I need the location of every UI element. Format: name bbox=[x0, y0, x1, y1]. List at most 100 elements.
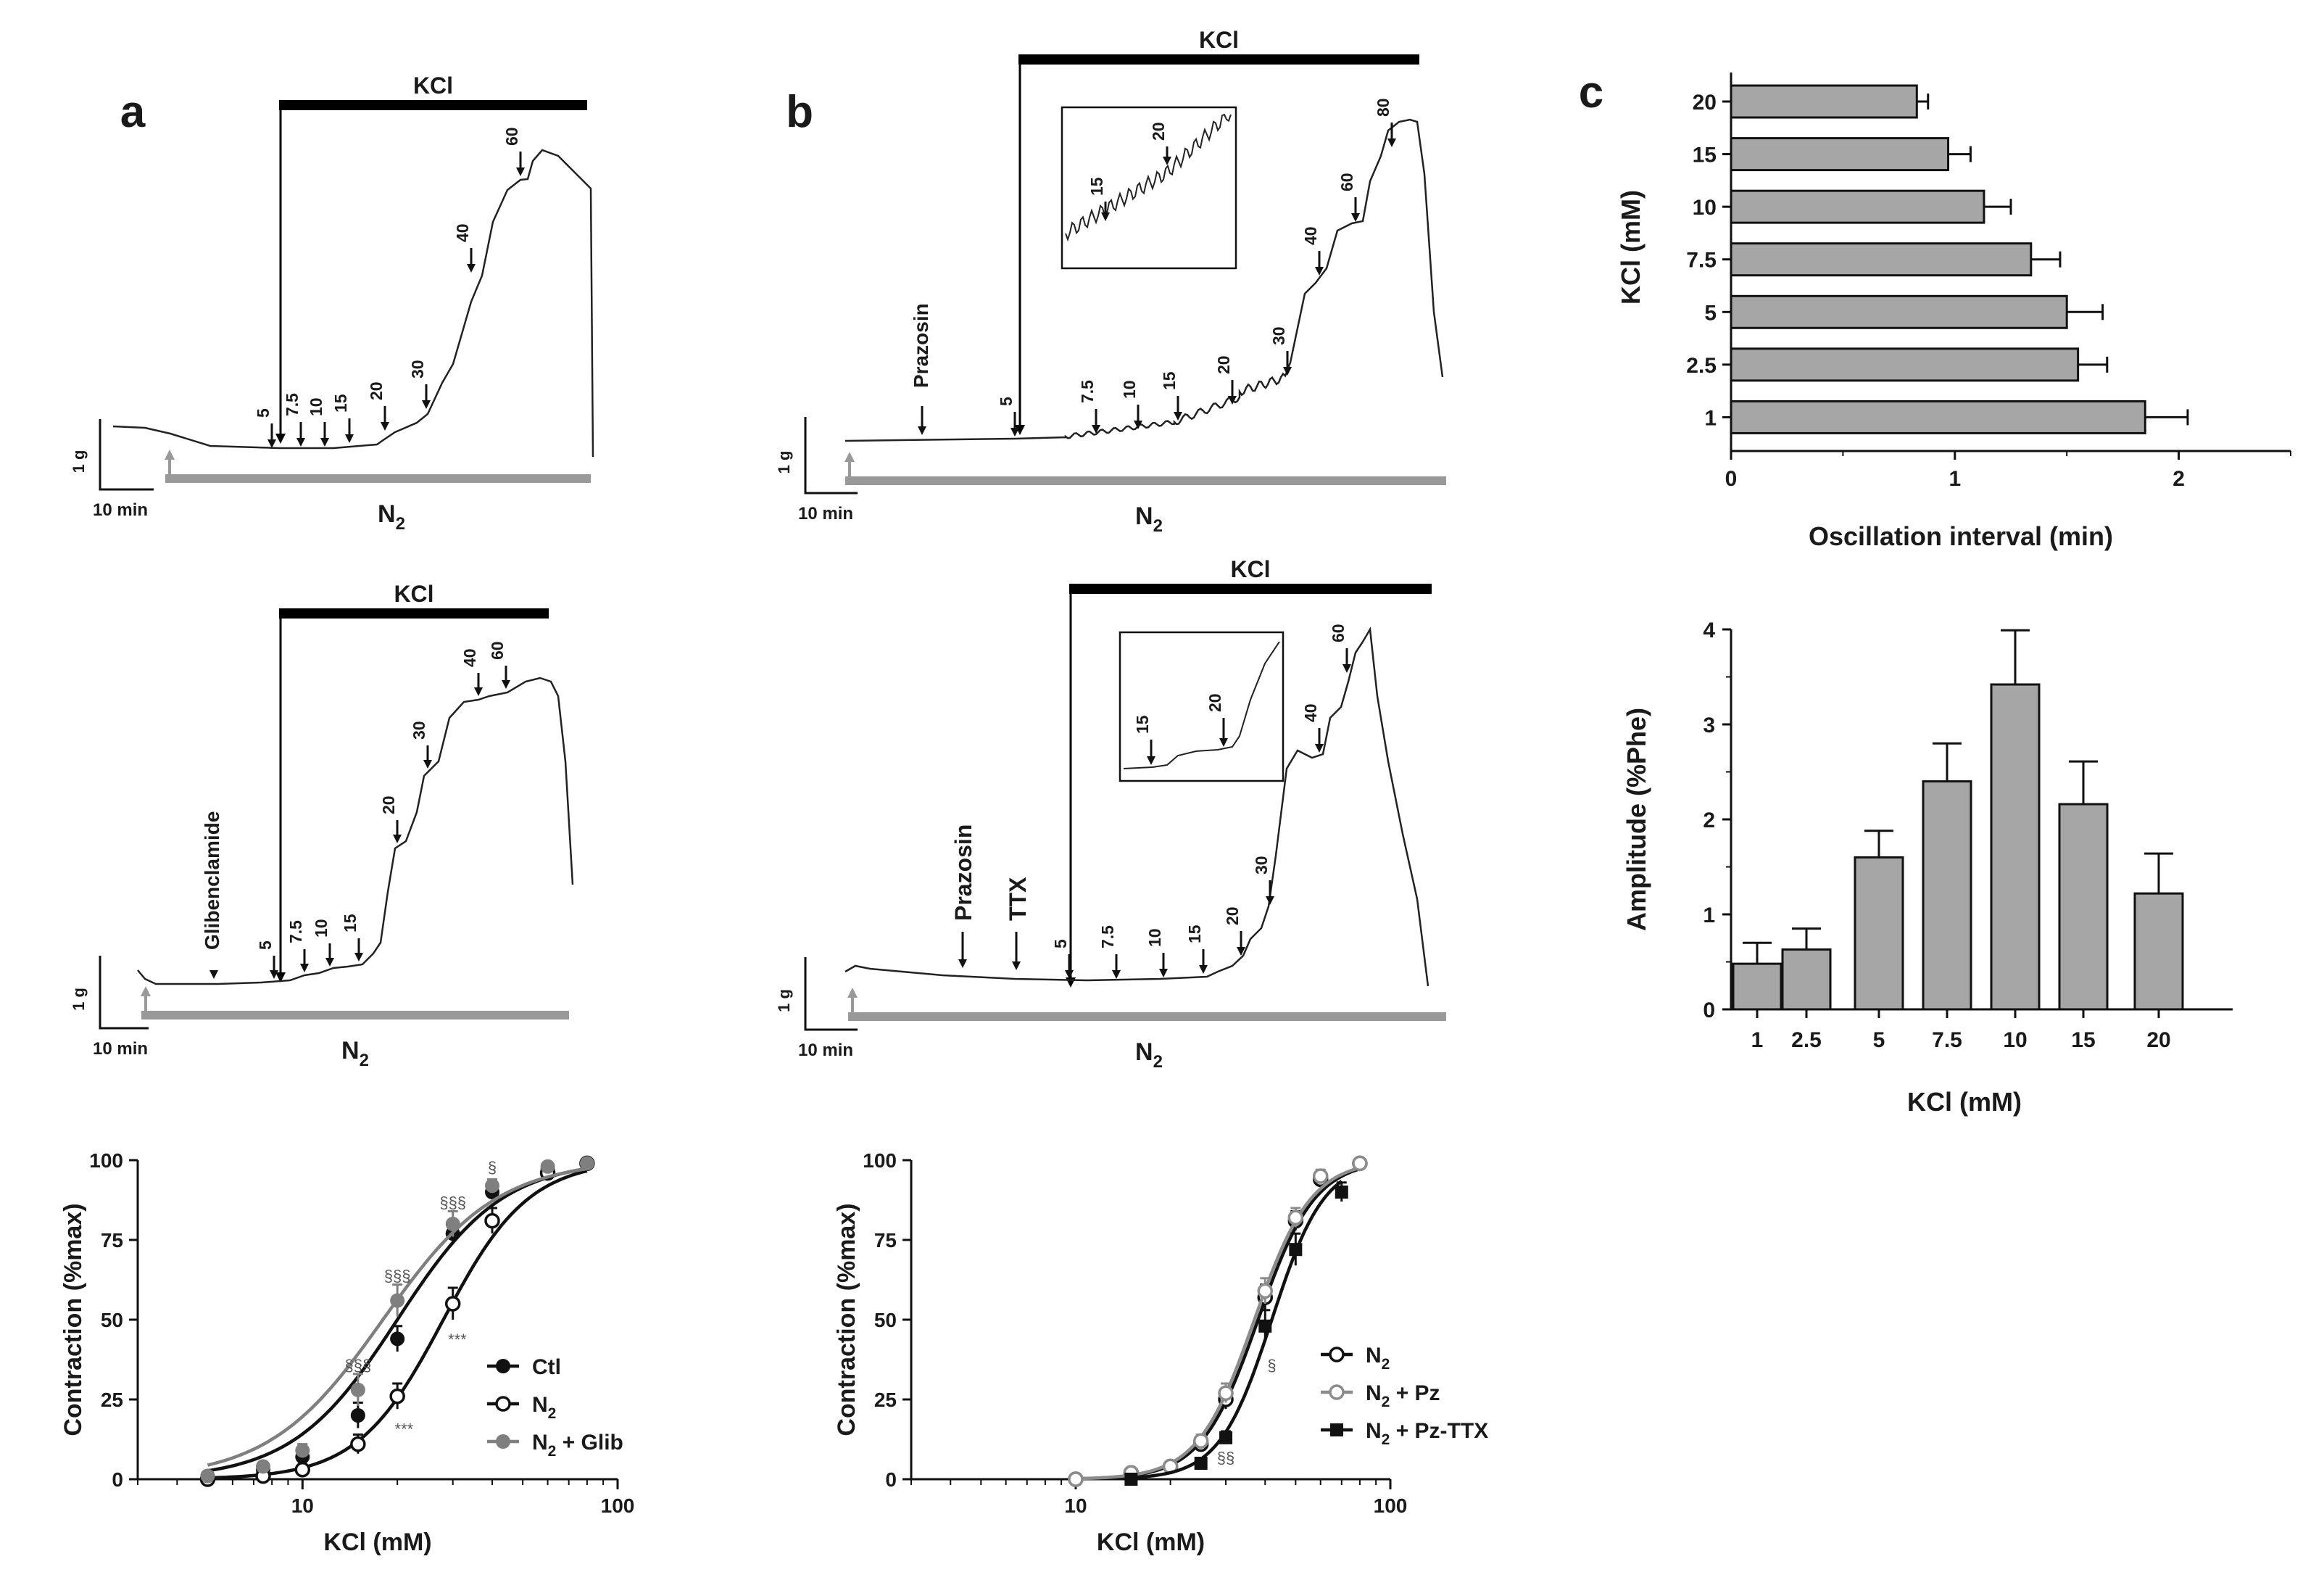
trace-b-top-arrow-3-head bbox=[1174, 412, 1182, 421]
trace-b-mid-arrow-3-head bbox=[1199, 965, 1208, 974]
data-point-N2+Glib bbox=[579, 1156, 594, 1171]
trace-b-top-drug-arrow-head bbox=[918, 426, 926, 435]
trace-a-top-arrow-4-label: 20 bbox=[367, 381, 386, 400]
trace-a-top: KCl 1 g 10 min N2 5 7.5 10 15 20 30 40 60 bbox=[70, 73, 594, 534]
trace-a-mid-arrow-0-head bbox=[270, 970, 278, 979]
bar-10 bbox=[1990, 683, 2041, 1011]
legend-marker-N2+Glib bbox=[496, 1434, 510, 1449]
legend-marker-Ctl bbox=[496, 1359, 510, 1373]
trace-a-top-line bbox=[112, 149, 594, 458]
trace-b-top-arrow-1-label: 7.5 bbox=[1078, 380, 1097, 403]
bar-20 bbox=[1730, 84, 1918, 119]
data-point-N2+Pz bbox=[1218, 1385, 1234, 1401]
y-tick-label: 25 bbox=[874, 1389, 897, 1411]
trace-a-top-arrow-1-head bbox=[296, 438, 305, 447]
data-point-N2 bbox=[389, 1388, 405, 1405]
trace-b-top-arrow-5-label: 30 bbox=[1269, 326, 1288, 345]
data-point-N2+Glib bbox=[390, 1293, 405, 1308]
trace-a-mid-line bbox=[137, 677, 574, 985]
bar-2.5 bbox=[1730, 347, 2080, 382]
data-point-N2+Pz bbox=[1192, 1433, 1209, 1449]
trace-a-mid-arrow-7-head bbox=[502, 680, 510, 689]
trace-b-top-inset-arrow-1-label: 20 bbox=[1149, 122, 1168, 141]
bar-7.5 bbox=[1922, 780, 1972, 1011]
legend-label-N2+Pz-TTX: N2 + Pz-TTX bbox=[1366, 1419, 1488, 1448]
data-point-N2+Pz bbox=[1257, 1283, 1274, 1299]
data-point-N2+Glib bbox=[485, 1178, 500, 1194]
trace-a-top-arrow-6-head bbox=[467, 264, 476, 273]
trace-b-top-drug-label: Prazosin bbox=[910, 303, 932, 388]
trace-a-mid-arrow-1-head bbox=[300, 964, 309, 972]
trace-a-top-scale-t: 10 min bbox=[93, 500, 148, 520]
trace-a-top-arrow-2-head bbox=[320, 438, 329, 447]
data-point-N2 bbox=[294, 1462, 311, 1478]
trace-a-mid: KCl 1 g 10 min N2 5 7.5 10 15 20 30 40 60 Glibenclam… bbox=[70, 581, 574, 1070]
trace-a-mid-arrow-4-head bbox=[393, 835, 402, 843]
panel-label-c: c bbox=[1579, 67, 1603, 117]
trace-b-top-arrow-4-head bbox=[1228, 396, 1237, 405]
legend-label-N2: N2 bbox=[1366, 1344, 1390, 1373]
y-axis-label: Contraction (%max) bbox=[833, 1203, 860, 1436]
trace-a-top-arrow-3-label: 15 bbox=[331, 394, 350, 413]
trace-b-mid-inset-arrow-0-label: 15 bbox=[1133, 715, 1152, 734]
trace-b-top-arrow-6-label: 40 bbox=[1301, 226, 1320, 245]
trace-a-top-arrow-2-label: 10 bbox=[307, 397, 325, 416]
trace-b-mid-arrow-0-head bbox=[1065, 970, 1074, 979]
trace-a-top-arrow-0-head bbox=[267, 439, 276, 448]
y-tick-label: 15 bbox=[1693, 144, 1717, 167]
y-axis-label: KCl (mM) bbox=[1616, 190, 1646, 305]
significance-mark: § bbox=[488, 1159, 497, 1177]
y-tick-label: 100 bbox=[89, 1149, 123, 1172]
trace-b-mid-arrow-4-head bbox=[1237, 947, 1245, 956]
data-point-N2 bbox=[350, 1436, 366, 1452]
y-tick-label: 20 bbox=[1693, 91, 1717, 115]
y-tick-label: 0 bbox=[112, 1468, 123, 1491]
trace-b-top-arrow-4-label: 20 bbox=[1214, 355, 1233, 374]
trace-a-mid-n2-label: N2 bbox=[341, 1037, 369, 1070]
trace-b-mid-n2-label: N2 bbox=[1135, 1038, 1163, 1072]
trace-b-mid-inset-arrow-1-label: 20 bbox=[1205, 693, 1224, 712]
trace-b-top-kcl-label: KCl bbox=[1199, 27, 1239, 53]
data-point-N2+Pz bbox=[1352, 1155, 1368, 1172]
trace-a-top-arrow-4-head bbox=[381, 422, 389, 431]
significance-mark: §§§ bbox=[344, 1356, 371, 1374]
legend-marker-N2 bbox=[1329, 1347, 1345, 1362]
data-point-N2+Glib bbox=[350, 1382, 365, 1397]
y-tick-label: 1 bbox=[1703, 903, 1715, 927]
trace-b-top-arrow-2-head bbox=[1134, 421, 1142, 429]
chart-a-dose-response: 0 25 50 75 100 10 100 KCl (mM) Contraction (%max… bbox=[59, 1149, 634, 1556]
trace-b-top-arrow-6-head bbox=[1315, 267, 1324, 276]
trace-b-mid-inset-line bbox=[1123, 641, 1280, 769]
x-tick-label: 100 bbox=[601, 1494, 635, 1517]
trace-b-top-arrow-8-head bbox=[1387, 138, 1396, 147]
trace-b-mid-drug1-label: Prazosin bbox=[950, 824, 976, 921]
legend-marker-N2+Pz-TTX bbox=[1330, 1423, 1343, 1436]
trace-b-mid-scale-bar bbox=[804, 957, 858, 1031]
trace-a-top-arrow-5-label: 30 bbox=[408, 360, 427, 379]
trace-a-top-n2-label: N2 bbox=[378, 500, 405, 534]
legend-label-N2+Pz: N2 + Pz bbox=[1366, 1381, 1440, 1410]
chart-c-amplitude: 0 1 2 3 4 1 2.5 5 7.5 10 15 20 KCl (mM) Amplitude (%P… bbox=[1622, 619, 2233, 1117]
y-tick-label: 50 bbox=[101, 1309, 123, 1331]
trace-a-mid-scale-t: 10 min bbox=[93, 1039, 148, 1059]
data-point-N2+Pz-TTX bbox=[1335, 1186, 1348, 1199]
trace-a-mid-arrow-2-label: 10 bbox=[312, 919, 331, 938]
trace-a-mid-arrow-2-head bbox=[325, 958, 334, 967]
data-point-N2+Glib bbox=[540, 1159, 555, 1174]
trace-a-mid-kcl-label: KCl bbox=[394, 581, 433, 607]
x-axis-label: KCl (mM) bbox=[323, 1529, 431, 1556]
trace-b-mid: KCl 1 g 10 min N2 5 7.5 10 15 20 30 40 60 Prazosin TT… bbox=[775, 556, 1446, 1072]
trace-b-top-arrow-0-head bbox=[1010, 428, 1019, 437]
trace-a-mid-arrow-3-label: 15 bbox=[341, 914, 360, 932]
y-axis-label: Amplitude (%Phe) bbox=[1622, 708, 1651, 931]
trace-a-top-kcl-head bbox=[275, 434, 286, 444]
data-point-N2+Pz-TTX bbox=[1219, 1431, 1233, 1444]
trace-b-mid-arrow-5-label: 30 bbox=[1252, 856, 1271, 874]
y-tick-label: 10 bbox=[1693, 196, 1717, 220]
trace-a-top-arrow-6-label: 40 bbox=[453, 223, 472, 242]
trace-a-top-n2-arrowhead bbox=[165, 450, 175, 460]
y-tick-label: 75 bbox=[101, 1229, 123, 1252]
trace-a-top-arrow-3-head bbox=[345, 434, 354, 443]
trace-a-mid-scale-g: 1 g bbox=[70, 988, 88, 1011]
